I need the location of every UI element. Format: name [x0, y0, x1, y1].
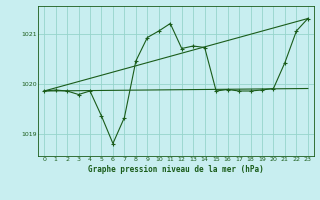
X-axis label: Graphe pression niveau de la mer (hPa): Graphe pression niveau de la mer (hPa) [88, 165, 264, 174]
